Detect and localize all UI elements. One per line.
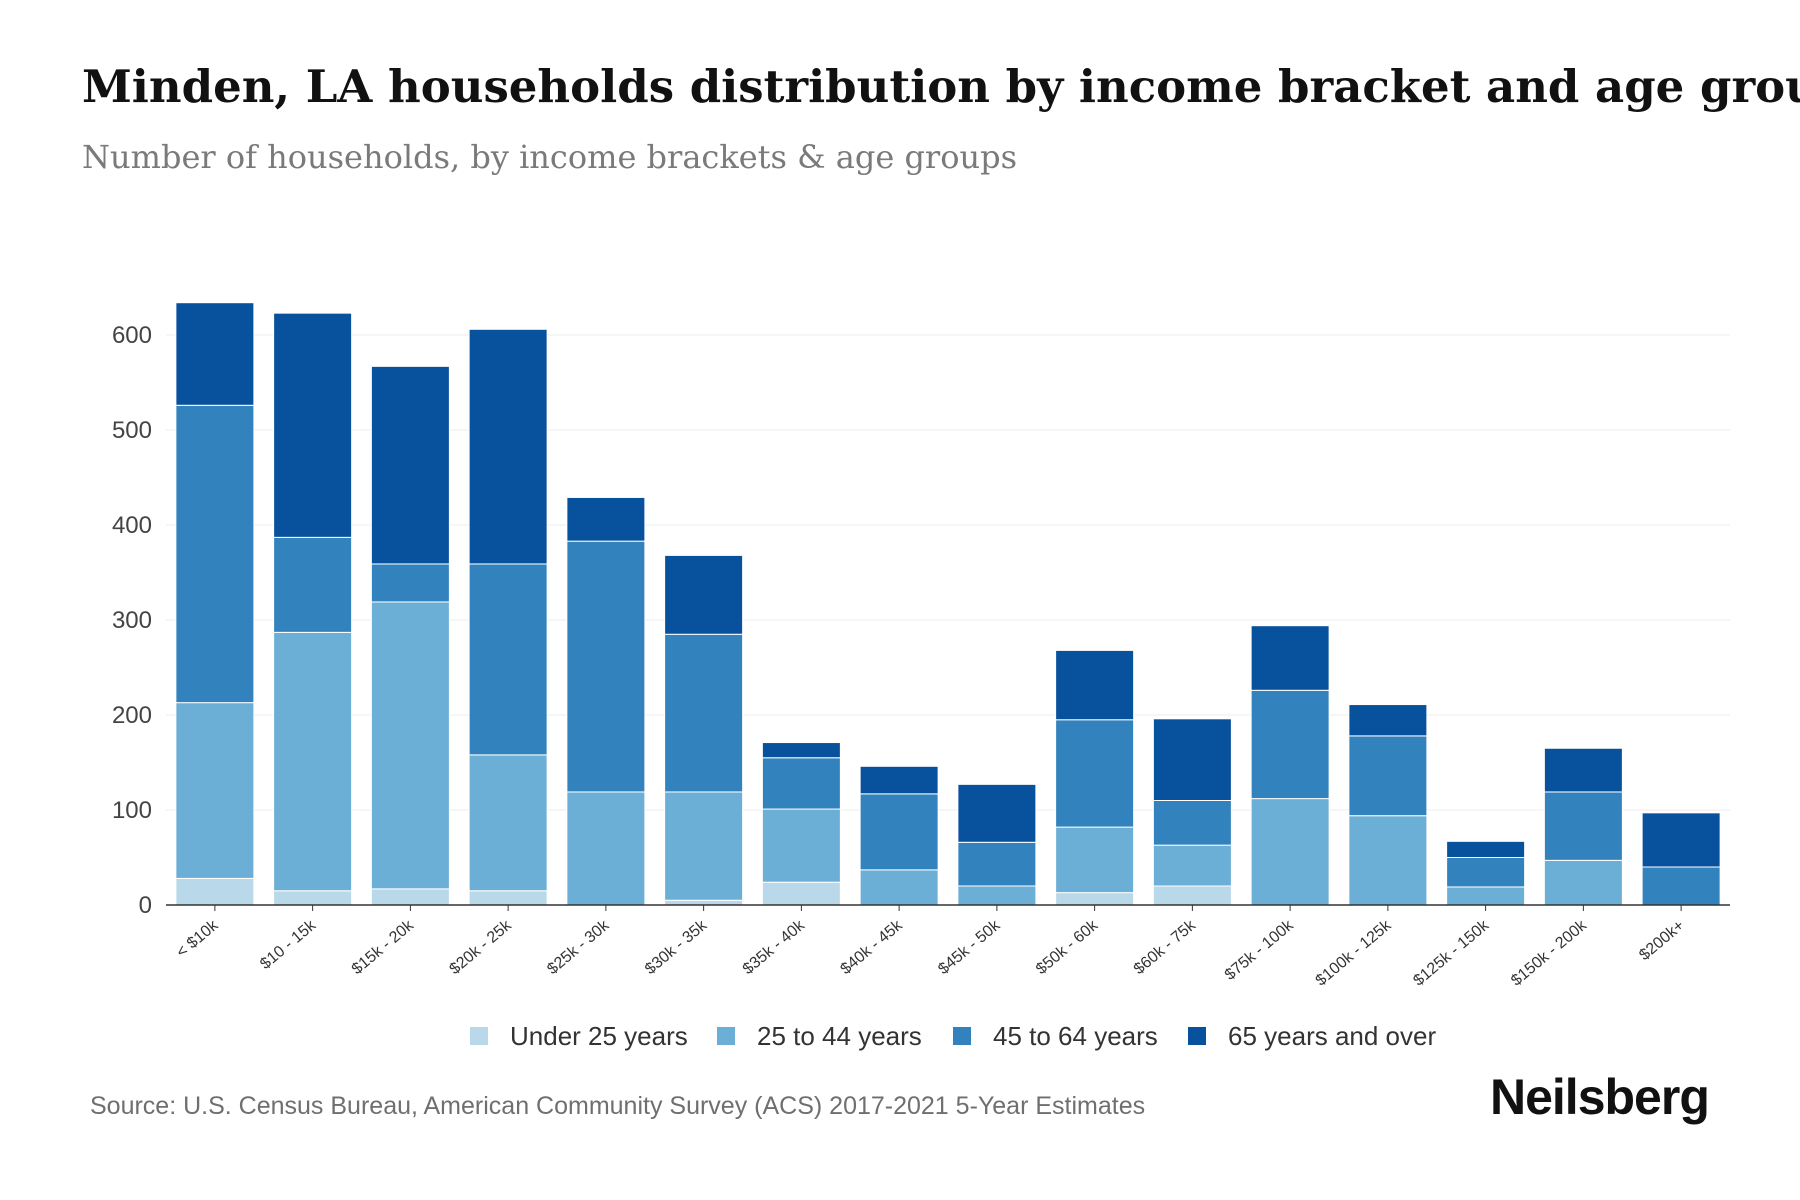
x-tick-label: $25k - 30k	[544, 916, 613, 978]
y-tick-label: 600	[112, 322, 152, 349]
bar-segment	[1152, 885, 1232, 906]
bar-segment	[1152, 844, 1232, 887]
bar-segment	[1055, 649, 1135, 721]
bar-segment	[1250, 689, 1330, 800]
x-tick-label: $15k - 20k	[349, 916, 418, 978]
legend: Under 25 years 25 to 44 years 45 to 64 yea…	[470, 1021, 1436, 1051]
bar-segment	[175, 702, 255, 879]
bar-segment	[273, 890, 353, 906]
bar-segment	[370, 601, 450, 890]
x-tick-label: $50k - 60k	[1033, 916, 1102, 978]
x-tick-label: $75k - 100k	[1222, 916, 1298, 983]
bar-segment	[175, 877, 255, 906]
bar-segment	[566, 496, 646, 542]
x-tick-label: $20k - 25k	[447, 916, 516, 978]
bar-segment	[1152, 718, 1232, 801]
bar-segment	[1446, 857, 1526, 888]
bar-segment	[468, 754, 548, 892]
bar-segment	[1543, 859, 1623, 906]
x-tick-label: $150k - 200k	[1508, 916, 1591, 989]
x-tick-label: $100k - 125k	[1313, 916, 1396, 989]
y-tick-label: 200	[112, 702, 152, 729]
legend-swatch	[470, 1027, 488, 1045]
bar-segment	[859, 765, 939, 795]
bar-segment	[761, 757, 841, 810]
x-tick-label: $35k - 40k	[740, 916, 809, 978]
bar-segment	[175, 404, 255, 704]
legend-swatch	[717, 1027, 735, 1045]
source-note: Source: U.S. Census Bureau, American Com…	[90, 1092, 1146, 1120]
bar-segment	[566, 540, 646, 793]
bar-segment	[1446, 886, 1526, 906]
bar-segment	[468, 563, 548, 756]
chart-title: Minden, LA households distribution by in…	[82, 60, 1800, 113]
legend-label: 45 to 64 years	[993, 1021, 1158, 1051]
bar-segment	[1055, 826, 1135, 894]
bar-segment	[1543, 791, 1623, 861]
bar-segment	[957, 841, 1037, 887]
bar-segment	[1055, 719, 1135, 828]
bars	[175, 302, 1721, 906]
y-tick-label: 100	[112, 797, 152, 824]
bar-segment	[1446, 840, 1526, 858]
bar-segment	[664, 633, 744, 793]
bar-segment	[1348, 815, 1428, 906]
bar-segment	[468, 890, 548, 906]
legend-swatch	[1188, 1027, 1206, 1045]
y-tick-label: 0	[139, 892, 152, 919]
bar-segment	[1543, 747, 1623, 793]
bar-segment	[1152, 800, 1232, 846]
bar-segment	[370, 563, 450, 603]
bar-segment	[761, 881, 841, 906]
bar-segment	[1641, 812, 1721, 868]
bar-segment	[957, 885, 1037, 906]
x-tick-label: $60k - 75k	[1131, 916, 1200, 978]
bar-segment	[273, 631, 353, 892]
legend-label: 25 to 44 years	[757, 1021, 922, 1051]
bar-segment	[1250, 798, 1330, 906]
x-tick-label: $45k - 50k	[935, 916, 1004, 978]
x-tick-label: $200k+	[1636, 917, 1687, 964]
x-tick-label: $10 - 15k	[257, 916, 320, 973]
bar-segment	[1348, 704, 1428, 737]
bar-segment	[859, 869, 939, 906]
x-tick-label: < $10k	[173, 916, 222, 961]
legend-label: Under 25 years	[510, 1021, 688, 1051]
y-tick-label: 400	[112, 512, 152, 539]
bar-segment	[761, 808, 841, 883]
x-tick-label: $40k - 45k	[838, 916, 907, 978]
legend-label: 65 years and over	[1228, 1021, 1436, 1051]
bar-segment	[859, 793, 939, 871]
bar-segment	[1055, 892, 1135, 906]
x-tick-label: $125k - 150k	[1410, 916, 1493, 989]
bar-segment	[566, 791, 646, 906]
x-tick-label: $30k - 35k	[642, 916, 711, 978]
bar-segment	[1348, 735, 1428, 817]
bar-segment	[664, 554, 744, 635]
brand-logo: Neilsberg	[1490, 1069, 1710, 1125]
bar-segment	[1250, 625, 1330, 691]
y-tick-label: 500	[112, 417, 152, 444]
bar-segment	[1641, 866, 1721, 906]
bar-segment	[468, 328, 548, 565]
chart-subtitle: Number of households, by income brackets…	[82, 138, 1017, 176]
bar-segment	[370, 888, 450, 906]
bar-segment	[370, 365, 450, 565]
bar-segment	[175, 302, 255, 406]
legend-swatch	[953, 1027, 971, 1045]
bar-segment	[761, 742, 841, 759]
bar-segment	[273, 312, 353, 538]
bar-segment	[664, 791, 744, 901]
bar-segment	[273, 536, 353, 633]
bar-segment	[957, 783, 1037, 843]
y-tick-label: 300	[112, 607, 152, 634]
